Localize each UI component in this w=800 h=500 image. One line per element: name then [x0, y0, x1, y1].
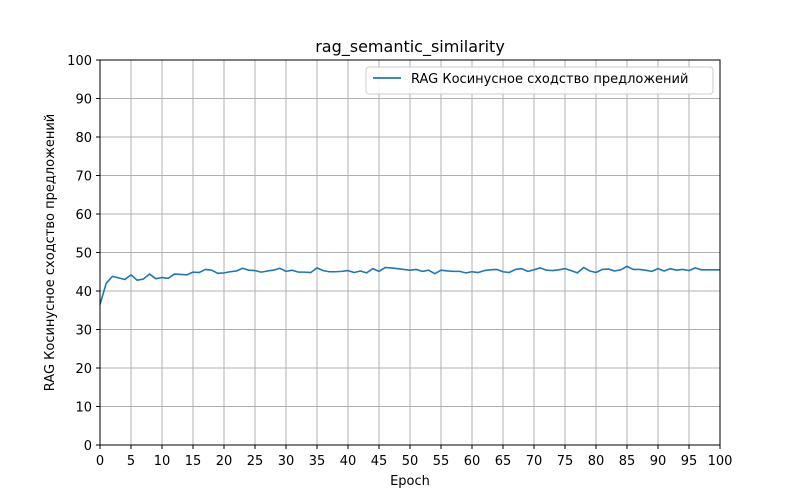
y-tick-label: 70 [75, 170, 92, 185]
y-tick-label: 80 [75, 131, 92, 146]
chart-title: rag_semantic_similarity [315, 37, 505, 57]
x-tick-label: 25 [247, 454, 264, 469]
legend-box [365, 66, 714, 95]
x-tick-label: 30 [278, 454, 295, 469]
x-tick-label: 15 [185, 454, 202, 469]
y-tick-label: 30 [75, 324, 92, 339]
x-tick-label: 5 [127, 454, 135, 469]
x-tick-label: 65 [495, 454, 512, 469]
x-tick-label: 0 [96, 454, 104, 469]
y-axis: 0 10 20 30 40 50 60 70 80 90 100 [67, 54, 100, 454]
y-tick-label: 20 [75, 362, 92, 377]
y-tick-label: 90 [75, 93, 92, 108]
legend-label: RAG Косинусное сходство предложений [411, 72, 688, 87]
legend: RAG Косинусное сходство предложений [365, 66, 714, 95]
x-axis: 0 5 10 15 20 25 30 35 40 45 50 55 60 65 70 75 80 85 90 95 10… [96, 445, 733, 469]
y-tick-label: 60 [75, 208, 92, 223]
x-tick-label: 100 [708, 454, 733, 469]
x-tick-label: 10 [154, 454, 171, 469]
x-tick-label: 75 [557, 454, 574, 469]
y-tick-label: 100 [67, 54, 92, 69]
x-tick-label: 70 [526, 454, 543, 469]
x-tick-label: 95 [681, 454, 698, 469]
series-line [99, 265, 720, 305]
x-tick-label: 80 [588, 454, 605, 469]
series-layer [99, 265, 720, 305]
x-tick-label: 50 [402, 454, 419, 469]
y-tick-label: 50 [75, 247, 92, 262]
x-tick-label: 40 [340, 454, 357, 469]
x-tick-label: 90 [650, 454, 667, 469]
y-tick-label: 10 [75, 401, 92, 416]
x-tick-label: 55 [433, 454, 450, 469]
x-tick-label: 45 [371, 454, 388, 469]
y-tick-label: 40 [75, 285, 92, 300]
x-tick-label: 35 [309, 454, 326, 469]
y-axis-label: RAG Косинусное сходство предложений [43, 114, 58, 391]
grid [99, 59, 721, 446]
x-axis-label: Epoch [390, 474, 430, 489]
x-tick-label: 85 [619, 454, 636, 469]
x-tick-label: 60 [464, 454, 481, 469]
y-tick-label: 0 [84, 439, 92, 454]
x-tick-label: 20 [216, 454, 233, 469]
